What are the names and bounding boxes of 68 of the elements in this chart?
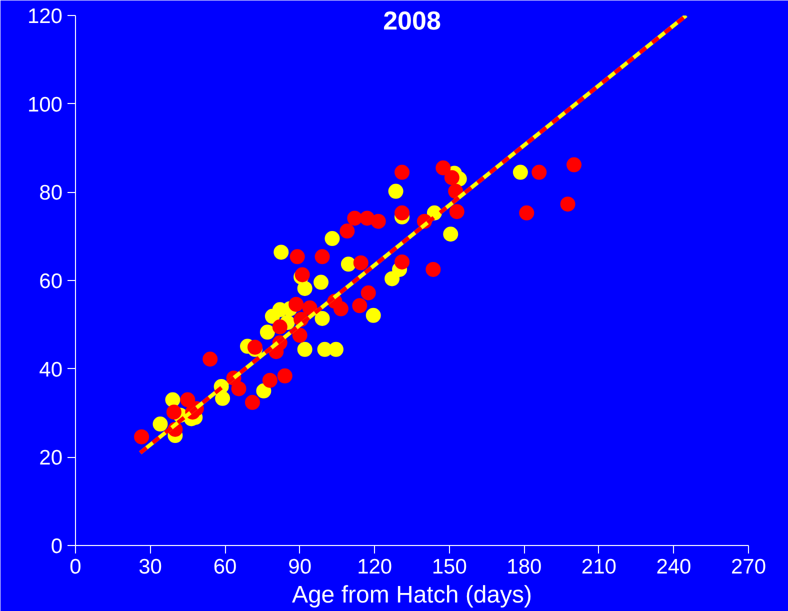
point [297,280,312,296]
x-tick-label: 120 [357,556,392,578]
x-tick-label: 0 [70,556,82,578]
point [277,368,292,384]
x-tick-label: 180 [506,556,542,578]
point [352,298,368,314]
point [340,256,356,272]
point [394,164,410,180]
x-tick-label: 90 [288,556,312,578]
point [328,342,344,357]
point [297,342,312,357]
point [366,308,381,323]
point [512,164,528,180]
point [165,392,180,408]
point [262,372,278,388]
point [340,224,355,239]
point [333,301,348,316]
point [202,352,218,367]
point [388,184,404,199]
point [519,205,534,220]
point [449,204,464,220]
y-tick-label: 0 [50,535,63,558]
x-axis-title: Age from Hatch (days) [292,582,532,608]
point [256,383,272,398]
point [288,296,304,312]
point [314,274,329,290]
point [370,214,386,229]
x-tick-label: 240 [656,556,692,578]
x-tick-label: 210 [581,556,616,578]
point [394,254,410,270]
point [347,210,362,226]
point [443,226,458,242]
y-tick-label: 40 [39,358,62,382]
point [394,205,410,220]
point [353,255,368,270]
point [231,381,246,396]
y-tick-label: 120 [27,5,63,28]
y-tick-label: 100 [27,93,63,116]
point [260,324,275,340]
point [566,157,582,172]
point [302,300,318,316]
chart-title: 2008 [383,6,441,36]
point [560,196,576,212]
point [272,319,288,334]
point [532,164,547,180]
point [426,262,441,277]
point [292,328,308,343]
point [324,231,340,246]
x-tick-label: 30 [138,556,162,578]
point [360,285,376,300]
x-tick-label: 60 [213,556,237,578]
x-tick-label: 150 [432,556,467,578]
point [314,310,330,326]
point [436,160,451,176]
point [314,249,330,264]
point [134,429,150,444]
point [444,170,460,186]
point [290,249,305,264]
y-tick-label: 20 [39,446,62,470]
point [244,394,260,410]
y-tick-label: 80 [39,182,62,205]
point [152,416,168,432]
point [274,244,289,260]
y-tick-label: 60 [39,270,62,293]
point [166,404,182,420]
point [180,392,196,408]
point [215,390,230,406]
x-tick-label: 270 [730,556,766,578]
